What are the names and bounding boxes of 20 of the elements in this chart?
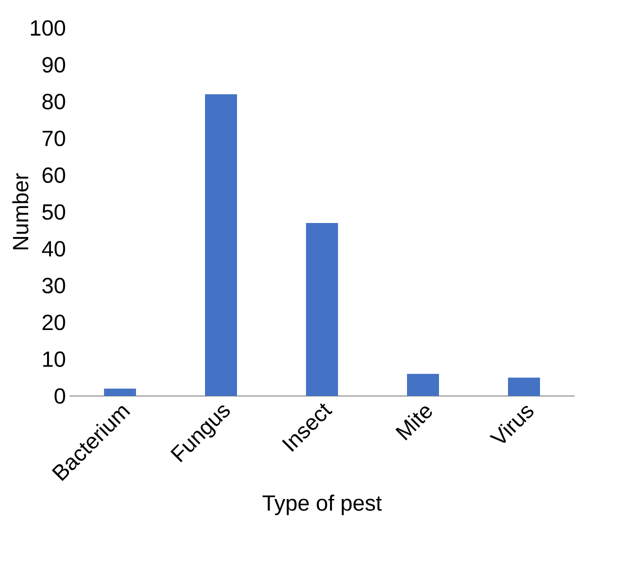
- bar: [205, 94, 238, 396]
- bar: [104, 388, 136, 396]
- y-tick-label: 0: [54, 388, 66, 404]
- y-tick-label: 40: [42, 240, 66, 257]
- y-tick-label: 80: [42, 94, 66, 110]
- y-tick-label: 20: [42, 314, 66, 330]
- y-tick-label: 50: [42, 204, 66, 220]
- y-tick-label: 10: [43, 351, 66, 367]
- y-tick-label: 90: [42, 56, 66, 73]
- bar: [508, 378, 540, 396]
- y-tick-label: 60: [42, 167, 66, 183]
- y-tick-label: 70: [42, 130, 66, 146]
- y-axis-title: Number: [12, 173, 28, 250]
- bar: [306, 223, 338, 396]
- x-axis-title: Type of pest: [262, 494, 382, 516]
- bar: [407, 374, 439, 396]
- y-tick-label: 100: [30, 20, 66, 36]
- x-tick-label: Virus: [489, 406, 534, 443]
- y-tick-label: 30: [42, 278, 66, 294]
- x-tick-label: Mite: [395, 406, 432, 440]
